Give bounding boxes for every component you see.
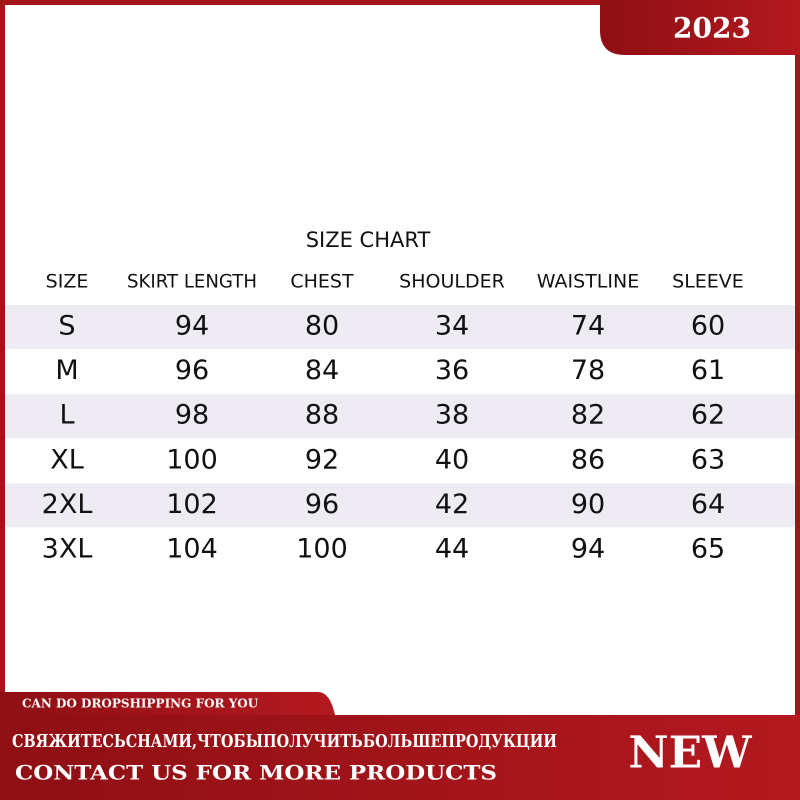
table-cell: 38 [435, 400, 469, 431]
table-cell: 94 [175, 311, 209, 342]
table-cell: 92 [305, 444, 339, 475]
table-cell: 90 [571, 489, 605, 520]
footer-tab-text: CAN DO DROPSHIPPING FOR YOU [22, 697, 259, 711]
table-cell: 60 [691, 311, 725, 342]
header-cell: SHOULDER [399, 271, 505, 293]
table-cell: 61 [691, 355, 725, 386]
table-cell: 96 [305, 489, 339, 520]
table-cell: L [59, 400, 74, 431]
footer-banner [0, 715, 800, 800]
table-cell: 65 [691, 534, 725, 565]
table-cell: 40 [435, 444, 469, 475]
table-cell: 64 [691, 489, 725, 520]
table-cell: 2XL [42, 489, 93, 520]
table-cell: 82 [571, 400, 605, 431]
header-cell: SIZE [46, 271, 89, 293]
header-cell: WAISTLINE [537, 271, 639, 293]
table-cell: 63 [691, 444, 725, 475]
footer-russian: СВЯЖИТЕСЬСНАМИ,ЧТОБЫПОЛУЧИТЬБОЛЬШЕПРОДУК… [12, 731, 557, 752]
table-cell: 78 [571, 355, 605, 386]
table-cell: 102 [166, 489, 218, 520]
table-cell: 36 [435, 355, 469, 386]
footer-contact: CONTACT US FOR MORE PRODUCTS [15, 761, 497, 785]
table-cell: 96 [175, 355, 209, 386]
badge-text: 2023 [673, 12, 751, 45]
table-cell: 3XL [42, 534, 93, 565]
frame-left [0, 0, 5, 800]
badge-tab [600, 0, 800, 55]
table-cell: 98 [175, 400, 209, 431]
frame-top [0, 0, 800, 5]
table-cell: 44 [435, 534, 469, 565]
table-cell: M [55, 355, 78, 386]
size-table: SIZE SKIRT LENGTH CHEST SHOULDER WAISTLINE SL… [5, 271, 795, 565]
table-cell: 104 [166, 534, 218, 565]
footer-tab [0, 692, 335, 715]
table-cell: S [58, 311, 75, 342]
table-cell: 86 [571, 444, 605, 475]
table-cell: 88 [305, 400, 339, 431]
table-cell: 42 [435, 489, 469, 520]
header-cell: CHEST [290, 271, 354, 293]
table-cell: 62 [691, 400, 725, 431]
table-cell: 80 [305, 311, 339, 342]
table-cell: 94 [571, 534, 605, 565]
table-cell: XL [50, 444, 84, 475]
table-cell: 100 [296, 534, 348, 565]
table-cell: 84 [305, 355, 339, 386]
header-cell: SLEEVE [672, 271, 744, 293]
table-cell: 100 [166, 444, 218, 475]
table-title: SIZE CHART [306, 228, 431, 252]
header-cell: SKIRT LENGTH [127, 271, 257, 293]
table-cell: 74 [571, 311, 605, 342]
footer-new: NEW [628, 728, 752, 779]
row-shade [5, 483, 795, 528]
row-shade [5, 305, 795, 349]
row-shade [5, 394, 795, 439]
table-cell: 34 [435, 311, 469, 342]
frame-right [795, 0, 800, 800]
